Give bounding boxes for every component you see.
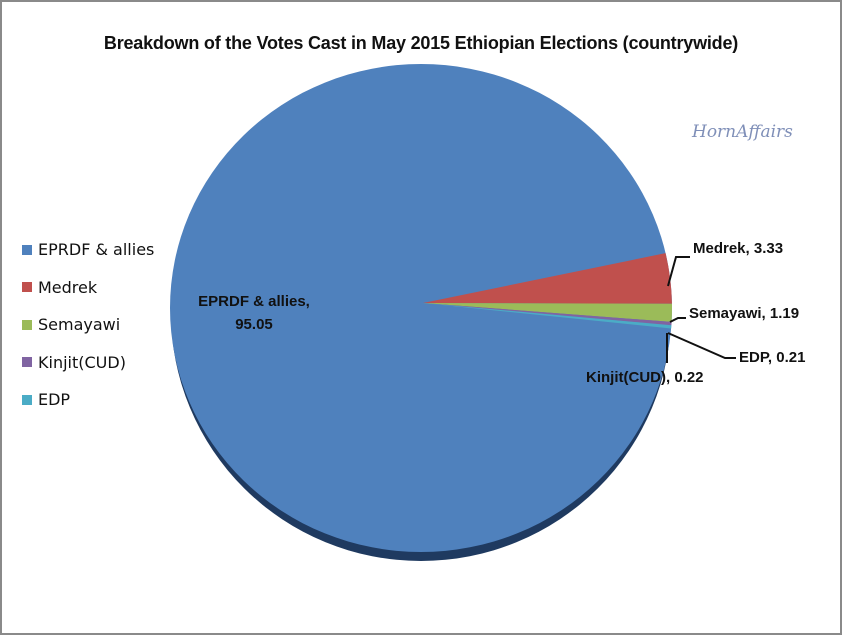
legend-swatch <box>22 282 32 293</box>
slice-edp[interactable] <box>423 303 672 329</box>
label-eprdf-value: 95.05 <box>235 316 273 333</box>
legend-item-eprdf[interactable]: EPRDF & allies <box>22 231 154 269</box>
leader-semayawi <box>669 317 686 323</box>
chart-title: Breakdown of the Votes Cast in May 2015 … <box>103 33 739 53</box>
legend-label: EDP <box>38 390 71 410</box>
legend: EPRDF & allies Medrek Semayawi Kinjit(CU… <box>22 231 154 419</box>
legend-swatch <box>22 244 32 255</box>
legend-label: Semayawi <box>38 315 121 335</box>
label-medrek: Medrek, 3.33 <box>693 240 783 257</box>
legend-swatch <box>22 357 32 368</box>
legend-item-kinjit[interactable]: Kinjit(CUD) <box>22 344 154 382</box>
legend-item-semayawi[interactable]: Semayawi <box>22 306 154 344</box>
legend-item-medrek[interactable]: Medrek <box>22 269 154 307</box>
watermark: HornAffairs <box>692 122 793 142</box>
label-semayawi: Semayawi, 1.19 <box>689 305 799 322</box>
leader-edp <box>667 332 736 359</box>
label-edp: EDP, 0.21 <box>739 349 805 366</box>
leader-medrek <box>667 256 690 287</box>
legend-item-edp[interactable]: EDP <box>22 381 154 419</box>
legend-swatch <box>22 319 32 330</box>
slice-kinjit[interactable] <box>423 303 672 326</box>
legend-label: EPRDF & allies <box>38 240 155 260</box>
label-eprdf-name: EPRDF & allies, <box>198 293 310 310</box>
legend-label: Medrek <box>38 277 98 297</box>
legend-label: Kinjit(CUD) <box>38 352 126 372</box>
slice-medrek[interactable] <box>423 253 672 304</box>
legend-swatch <box>22 394 32 405</box>
slice-eprdf[interactable] <box>170 64 672 552</box>
slice-semayawi[interactable] <box>423 303 672 322</box>
label-kinjit: Kinjit(CUD), 0.22 <box>586 369 704 386</box>
